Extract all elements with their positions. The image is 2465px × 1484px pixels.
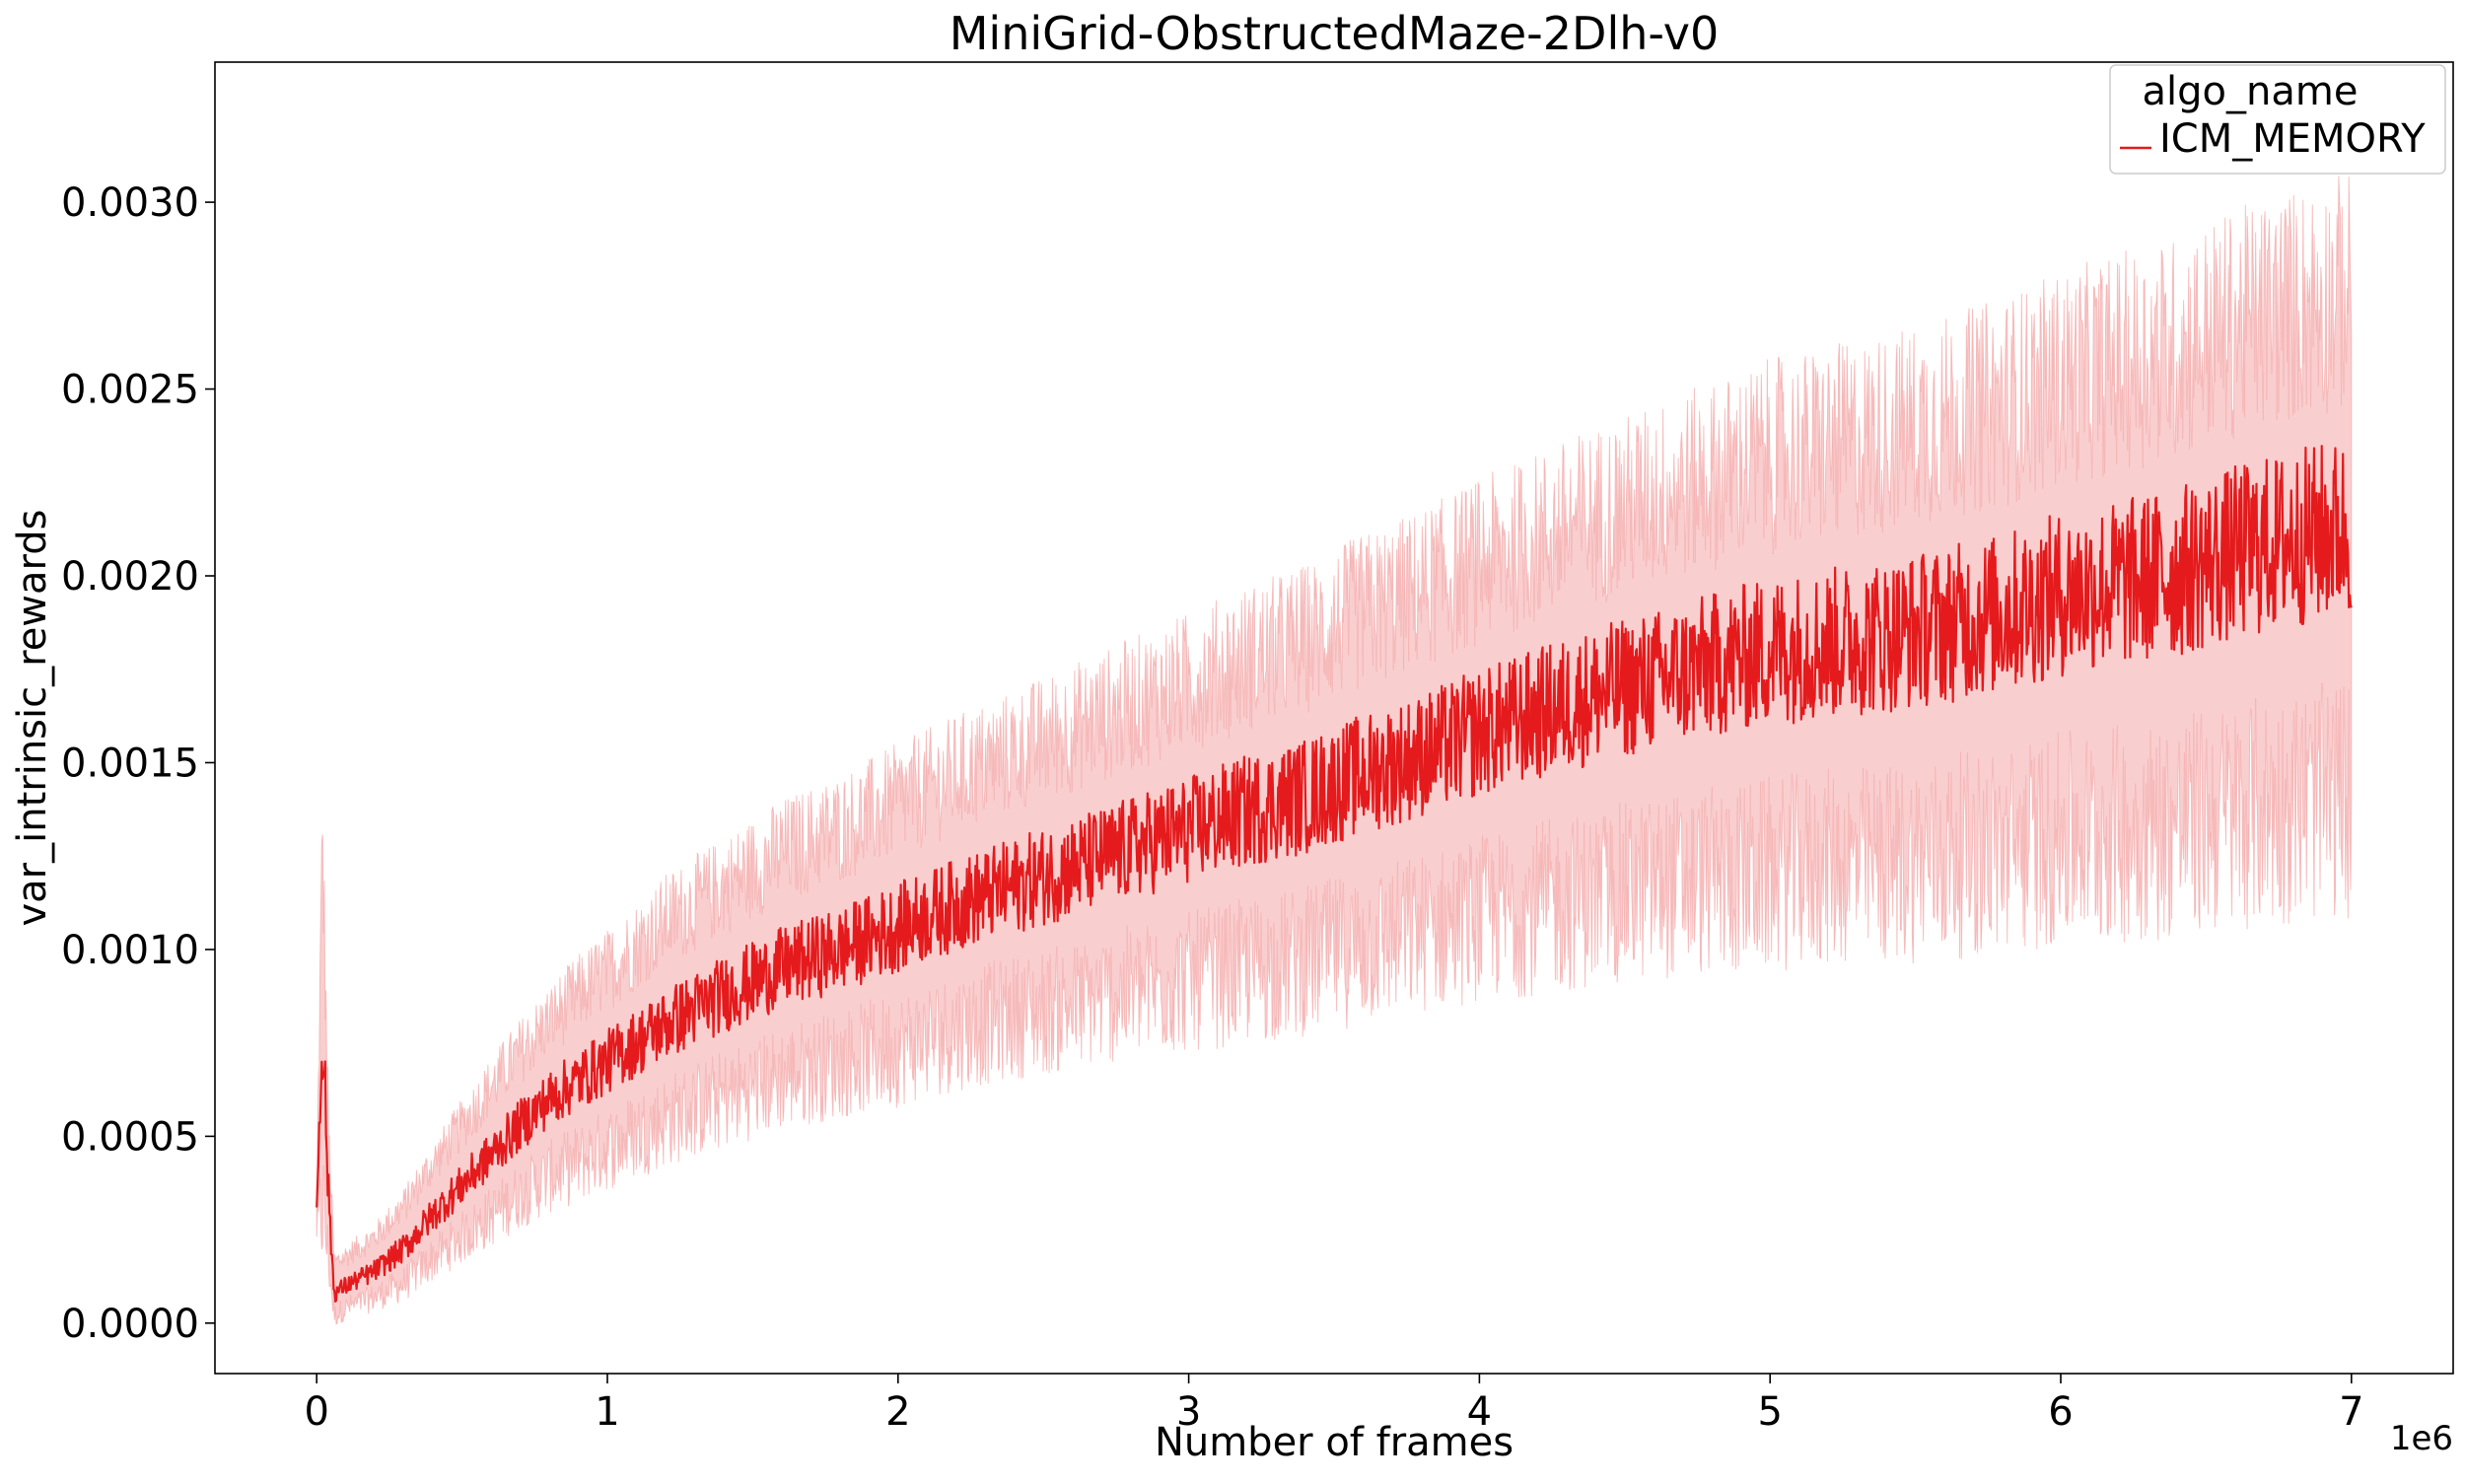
x-axis-offset-label: 1e6 <box>2390 1419 2453 1458</box>
chart-title: MiniGrid-ObstructedMaze-2Dlh-v0 <box>950 7 1720 60</box>
x-tick-label: 5 <box>1757 1389 1782 1435</box>
axes-frame <box>214 61 2454 1375</box>
legend-title: algo_name <box>2143 69 2359 114</box>
x-tick-label: 2 <box>885 1389 910 1435</box>
x-axis-label: Number of frames <box>1155 1420 1514 1465</box>
x-tick-label: 7 <box>2339 1389 2363 1435</box>
y-tick-label: 0.0025 <box>61 368 199 413</box>
y-tick-label: 0.0010 <box>61 928 199 973</box>
y-tick-label: 0.0000 <box>61 1302 199 1347</box>
x-tick-label: 3 <box>1176 1389 1201 1435</box>
legend-frame <box>2109 64 2446 175</box>
legend-entry-icm-memory: ICM_MEMORY <box>2159 116 2426 162</box>
x-tick-label: 1 <box>595 1389 619 1435</box>
series-line-icm-memory <box>316 445 2353 1304</box>
y-tick-label: 0.0015 <box>61 741 199 786</box>
x-tick-label: 0 <box>304 1389 328 1435</box>
y-tick-label: 0.0005 <box>61 1114 199 1160</box>
y-tick-label: 0.0030 <box>61 180 199 226</box>
plot-area <box>316 176 2353 1325</box>
x-tick-label: 4 <box>1467 1389 1492 1435</box>
y-tick-label: 0.0020 <box>61 554 199 600</box>
legend: algo_name ICM_MEMORY <box>2109 64 2446 175</box>
axes: 0 1 2 3 4 5 6 7 0.0000 0.0005 0.0010 0.0015 0.0020 0.… <box>61 61 2454 1435</box>
x-tick-label: 6 <box>2048 1389 2073 1435</box>
y-axis-label: var_intrinsic_rewards <box>10 509 55 926</box>
